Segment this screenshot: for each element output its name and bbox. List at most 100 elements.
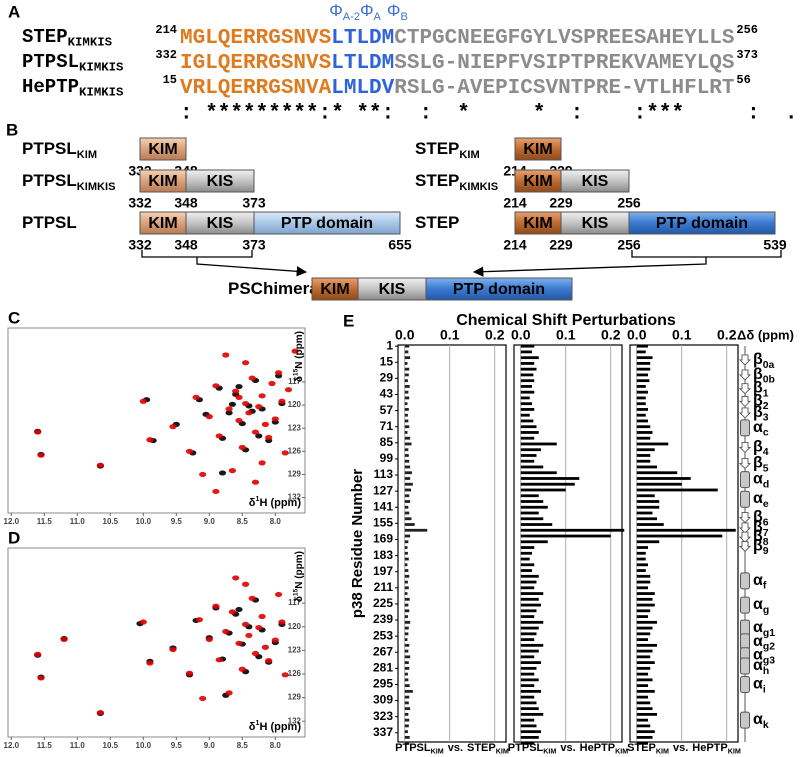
bar bbox=[520, 511, 539, 515]
bar bbox=[636, 597, 653, 601]
bar bbox=[636, 488, 718, 492]
bar bbox=[636, 482, 682, 486]
plot-frame bbox=[7, 327, 306, 514]
peak bbox=[139, 619, 147, 625]
bar bbox=[404, 730, 408, 734]
bar bbox=[520, 350, 532, 354]
construct-name: PTPSL bbox=[22, 213, 77, 232]
peak bbox=[245, 632, 253, 639]
peak bbox=[235, 383, 243, 390]
y-tick-label: 113 bbox=[374, 467, 394, 481]
ss-label: αf bbox=[753, 572, 767, 591]
bar bbox=[404, 661, 409, 664]
peak bbox=[278, 619, 286, 625]
peak bbox=[281, 672, 289, 678]
residue-number: 348 bbox=[174, 237, 198, 253]
domain-label: KIM bbox=[148, 141, 177, 158]
motif-labels-part: Φ bbox=[329, 1, 343, 20]
bar bbox=[404, 534, 411, 538]
construct-name: STEP bbox=[415, 213, 459, 232]
y-axis-label-part: N (ppm) bbox=[294, 331, 305, 369]
bar bbox=[404, 735, 410, 739]
ss-label-part: α bbox=[753, 711, 763, 728]
bar bbox=[636, 661, 655, 664]
bar bbox=[404, 436, 411, 440]
domain-label: KIM bbox=[148, 173, 177, 190]
bar bbox=[636, 344, 648, 348]
bar bbox=[520, 459, 535, 463]
bar bbox=[636, 373, 648, 377]
ss-label-part: β bbox=[753, 404, 763, 421]
ss-label-part: f bbox=[763, 580, 767, 591]
bar bbox=[520, 609, 537, 613]
domain-label: PTP domain bbox=[656, 215, 748, 232]
ss-label-part: 7 bbox=[763, 528, 769, 539]
peak bbox=[228, 609, 236, 615]
bar bbox=[636, 592, 655, 595]
y-tick-label: 117 bbox=[288, 598, 301, 607]
bar bbox=[520, 626, 539, 630]
bar bbox=[520, 643, 544, 647]
y-tick-label: 15 bbox=[380, 354, 394, 368]
x-tick-label: 0.2 bbox=[601, 327, 621, 343]
y-tick-label: 253 bbox=[373, 628, 393, 642]
bar bbox=[404, 563, 408, 567]
ss-label-part: d bbox=[763, 479, 769, 490]
bar bbox=[404, 632, 409, 636]
bar bbox=[404, 574, 410, 578]
construct-name-part: STEP bbox=[415, 213, 459, 232]
ss-label: β4 bbox=[753, 439, 769, 458]
bar bbox=[636, 609, 651, 613]
ss-label: β2 bbox=[753, 393, 769, 412]
y-tick-label: 323 bbox=[373, 709, 393, 723]
peak bbox=[215, 657, 223, 663]
bar bbox=[404, 557, 409, 561]
bar bbox=[636, 413, 646, 417]
bar bbox=[520, 540, 548, 544]
ss-strand bbox=[738, 354, 752, 366]
x-tick-label: 11.0 bbox=[70, 741, 86, 750]
bar bbox=[520, 735, 539, 739]
peak bbox=[265, 434, 273, 441]
rest-segment: SSLG-NIEPFVSIPTPREKVAMEYLQS bbox=[394, 52, 734, 75]
bar bbox=[520, 586, 535, 590]
bar bbox=[520, 379, 535, 383]
bar bbox=[520, 695, 535, 699]
bar bbox=[636, 632, 651, 636]
ss-label: β7 bbox=[753, 519, 769, 538]
bar bbox=[404, 643, 410, 647]
bar bbox=[404, 477, 411, 480]
panel-label: C bbox=[8, 308, 20, 327]
peak bbox=[275, 591, 283, 598]
construct-name: PTPSLKIM bbox=[22, 139, 97, 161]
ss-label: β3 bbox=[753, 404, 769, 423]
y-tick-label: 129 bbox=[288, 693, 302, 702]
x-axis-label-part: δ bbox=[249, 721, 256, 733]
ss-label-part: β bbox=[753, 439, 763, 456]
domain-label: KIM bbox=[148, 215, 177, 232]
y-tick-label: 123 bbox=[288, 423, 302, 432]
peak bbox=[228, 401, 236, 407]
sequence-name-part: KIMKIS bbox=[79, 61, 124, 75]
peak bbox=[37, 675, 45, 681]
peak bbox=[212, 603, 220, 609]
bar bbox=[520, 649, 539, 653]
panel-label: A bbox=[8, 2, 20, 21]
x-axis-label: δ1H (ppm) bbox=[249, 719, 302, 733]
bar bbox=[520, 620, 544, 624]
y-tick-label: 127 bbox=[373, 483, 393, 497]
bar bbox=[636, 540, 660, 544]
ss-label-part: 2 bbox=[763, 401, 769, 412]
bar bbox=[636, 494, 655, 498]
peak bbox=[218, 470, 227, 476]
sequence: IGLQERRGSNVSLTLDMSSLG-NIEPFVSIPTPREKVAME… bbox=[180, 52, 735, 75]
construct-name-part: PTPSL bbox=[22, 171, 77, 190]
residue-number: 229 bbox=[549, 195, 573, 211]
bar bbox=[404, 396, 410, 400]
bar bbox=[520, 523, 553, 526]
bar bbox=[520, 574, 539, 578]
ss-strand bbox=[738, 531, 752, 543]
bar bbox=[636, 620, 657, 624]
ss-label-part: α bbox=[753, 633, 763, 650]
bar bbox=[520, 534, 611, 538]
